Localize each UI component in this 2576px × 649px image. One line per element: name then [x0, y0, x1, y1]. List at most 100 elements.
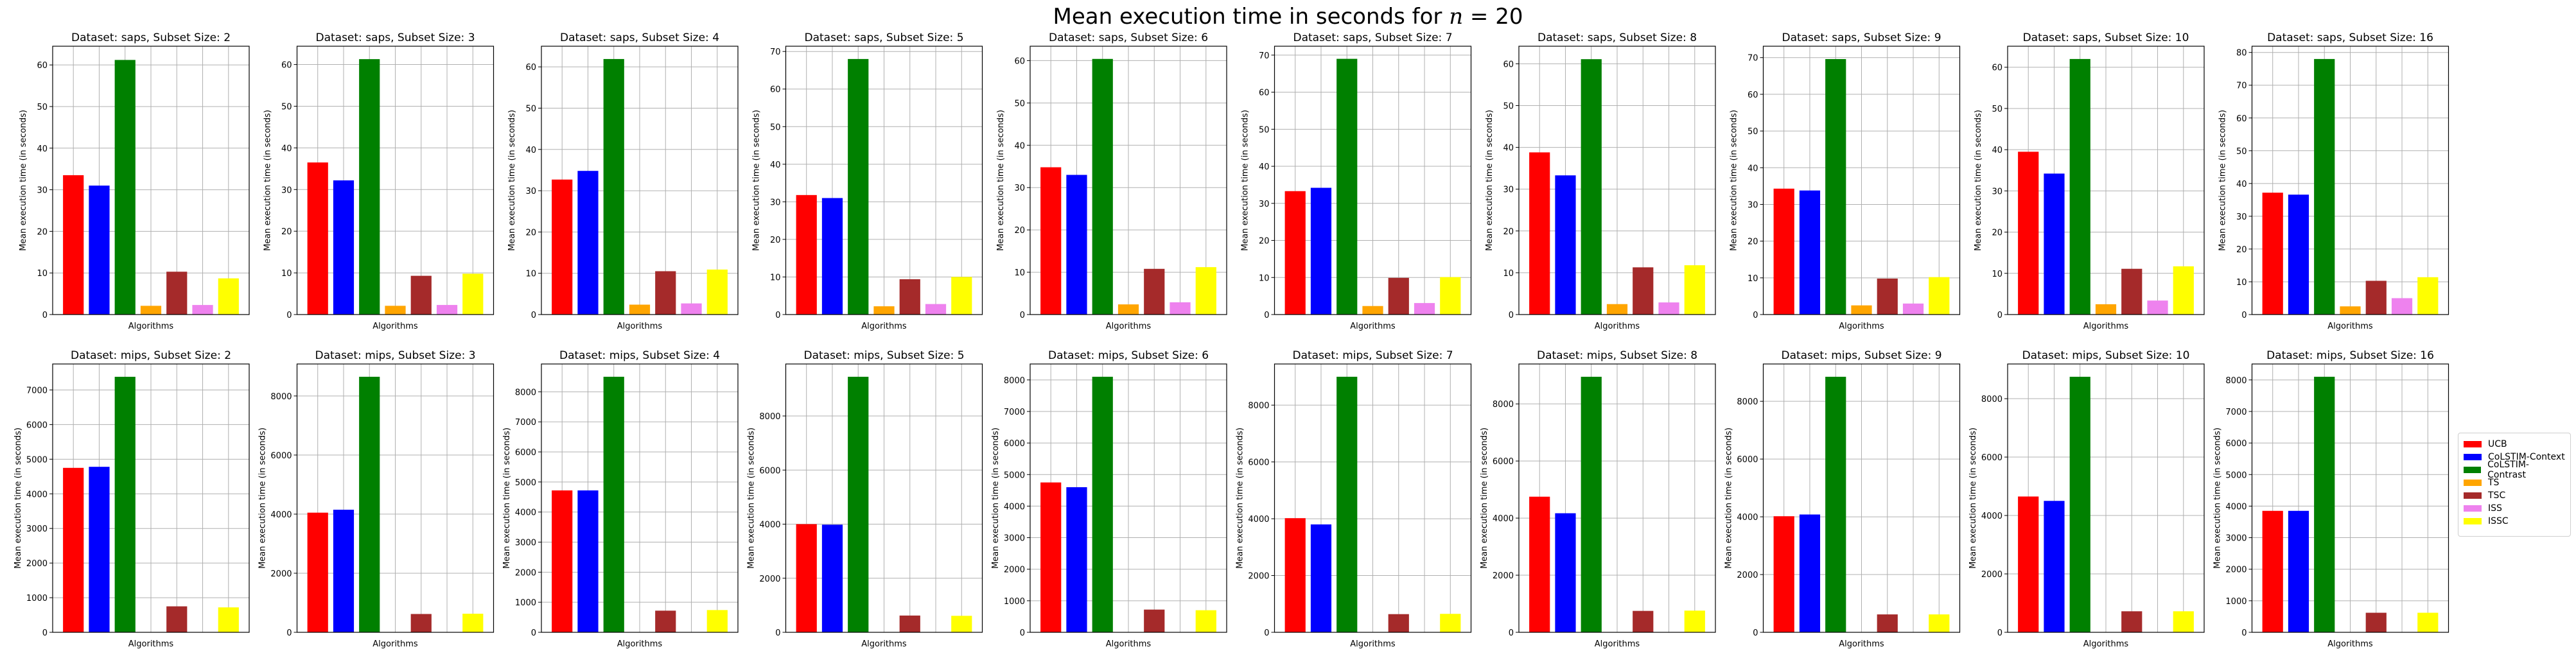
bar-ucb — [796, 524, 817, 632]
y-tick-label: 0 — [1753, 628, 1758, 638]
bar-ts — [2340, 306, 2361, 315]
subplot-18: 0 2000 4000 6000 8000 Dataset: mips, Subset S… — [1724, 349, 1961, 649]
axes-frame — [2251, 46, 2449, 315]
y-tick-label: 10 — [1503, 269, 1514, 279]
axes-frame — [785, 46, 983, 315]
bar-issc — [462, 614, 484, 632]
legend-label: CoLSTIM-Context — [2488, 452, 2565, 462]
y-tick-label: 6000 — [759, 466, 780, 476]
bar-ts — [1117, 304, 1139, 315]
y-tick-label: 40 — [1992, 146, 2002, 155]
bar-ucb — [1040, 167, 1062, 315]
bar-ucb — [552, 490, 573, 632]
bar-issc — [706, 610, 728, 632]
subplot-title: Dataset: mips, Subset Size: 3 — [315, 349, 475, 362]
bar-ucb — [63, 467, 84, 632]
legend: UCB CoLSTIM-Context CoLSTIM-Contrast TS TSC I… — [2458, 433, 2571, 537]
axes-frame — [52, 363, 250, 633]
y-tick-label: 30 — [770, 198, 781, 207]
y-tick-label: 30 — [1503, 186, 1514, 195]
y-axis-label: Mean execution time (in seconds) — [263, 110, 273, 251]
subplot-11: 0 1000 2000 3000 4000 5000 6000 7000 Dataset: mi… — [13, 349, 250, 649]
bar-ucb — [1529, 496, 1550, 632]
y-tick-label: 30 — [281, 186, 292, 195]
bar-ucb — [1040, 482, 1062, 632]
y-tick-label: 4000 — [515, 508, 536, 518]
y-tick-label: 8000 — [1737, 397, 1758, 407]
y-axis-label: Mean execution time (in seconds) — [1480, 428, 1489, 569]
bar-ucb — [307, 162, 328, 315]
y-tick-label: 0 — [775, 628, 780, 638]
y-tick-label: 60 — [770, 85, 781, 95]
y-tick-label: 2000 — [26, 559, 48, 569]
bar-colstim-contrast — [603, 376, 624, 632]
legend-label: UCB — [2488, 439, 2507, 449]
subplot-title: Dataset: mips, Subset Size: 2 — [71, 349, 231, 362]
y-tick-label: 4000 — [1981, 512, 2002, 521]
y-axis-label: Mean execution time (in seconds) — [1241, 110, 1250, 251]
bar-tsc — [1877, 278, 1898, 315]
axes-frame — [1518, 46, 1716, 315]
bar-colstim-context — [333, 510, 355, 632]
figure-title: Mean execution time in seconds for n = 2… — [0, 4, 2576, 30]
bar-colstim-contrast — [359, 376, 380, 632]
subplot-4: 0 10 20 30 40 50 60 70 Dataset: saps, Subset Siz… — [752, 31, 983, 331]
y-tick-label: 8000 — [1004, 376, 1025, 386]
bar-ts — [2095, 304, 2117, 315]
bar-issc — [1929, 277, 1950, 315]
y-tick-label: 2000 — [1737, 571, 1758, 580]
bar-tsc — [1144, 609, 1165, 632]
y-tick-label: 6000 — [1493, 457, 1514, 467]
y-tick-label: 50 — [1992, 105, 2002, 114]
y-tick-label: 40 — [1014, 141, 1025, 151]
y-tick-label: 1000 — [1004, 597, 1025, 607]
subplot-title: Dataset: mips, Subset Size: 7 — [1292, 349, 1453, 362]
bar-ucb — [1773, 516, 1794, 632]
y-tick-label: 60 — [1503, 60, 1514, 69]
y-axis-label: Mean execution time (in seconds) — [2213, 428, 2223, 569]
x-axis-label: Algorithms — [861, 322, 907, 331]
y-tick-label: 0 — [775, 311, 780, 320]
bar-ucb — [2018, 496, 2039, 632]
x-axis-label: Algorithms — [2083, 322, 2129, 331]
subplot-title: Dataset: saps, Subset Size: 16 — [2267, 31, 2433, 44]
bar-iss — [925, 304, 947, 315]
bar-colstim-contrast — [1092, 376, 1113, 632]
y-tick-label: 20 — [1259, 237, 1270, 247]
bar-tsc — [2121, 268, 2142, 315]
y-tick-label: 50 — [525, 104, 536, 114]
x-axis-label: Algorithms — [128, 639, 174, 649]
bar-colstim-contrast — [359, 59, 380, 315]
bar-colstim-contrast — [114, 60, 136, 315]
subplot-13: 0 1000 2000 3000 4000 5000 6000 7000 8000 Dataset… — [502, 349, 739, 649]
x-axis-label: Algorithms — [1839, 639, 1884, 649]
x-axis-label: Algorithms — [617, 322, 663, 331]
y-tick-label: 70 — [770, 48, 781, 57]
subplot-5: 0 10 20 30 40 50 60 Dataset: saps, Subset Size:… — [996, 31, 1227, 331]
y-tick-label: 40 — [1259, 162, 1270, 172]
axes-frame — [541, 46, 739, 315]
bar-tsc — [2365, 612, 2387, 632]
legend-item-tsc: TSC — [2464, 489, 2565, 502]
y-tick-label: 3000 — [26, 524, 48, 534]
subplot-title: Dataset: mips, Subset Size: 5 — [803, 349, 964, 362]
y-tick-label: 0 — [1264, 311, 1269, 320]
subplot-title: Dataset: mips, Subset Size: 8 — [1537, 349, 1697, 362]
y-tick-label: 8000 — [759, 412, 780, 422]
legend-item-colstim-contrast: CoLSTIM-Contrast — [2464, 460, 2565, 480]
bar-colstim-contrast — [2314, 58, 2335, 315]
y-tick-label: 30 — [2236, 212, 2247, 222]
y-tick-label: 20 — [1748, 238, 1758, 247]
subplot-8: 0 10 20 30 40 50 60 70 Dataset: saps, Subset Siz… — [1730, 31, 1961, 331]
bar-issc — [951, 277, 972, 315]
y-tick-label: 10 — [2236, 278, 2247, 288]
bar-ucb — [1529, 152, 1550, 315]
y-tick-label: 30 — [1748, 200, 1758, 210]
y-tick-label: 6000 — [270, 451, 292, 461]
y-tick-label: 0 — [2241, 628, 2247, 638]
bar-colstim-context — [577, 490, 599, 632]
y-tick-label: 8000 — [270, 392, 292, 402]
bar-tsc — [1388, 614, 1409, 632]
bar-issc — [951, 616, 972, 632]
bar-tsc — [1633, 267, 1654, 315]
